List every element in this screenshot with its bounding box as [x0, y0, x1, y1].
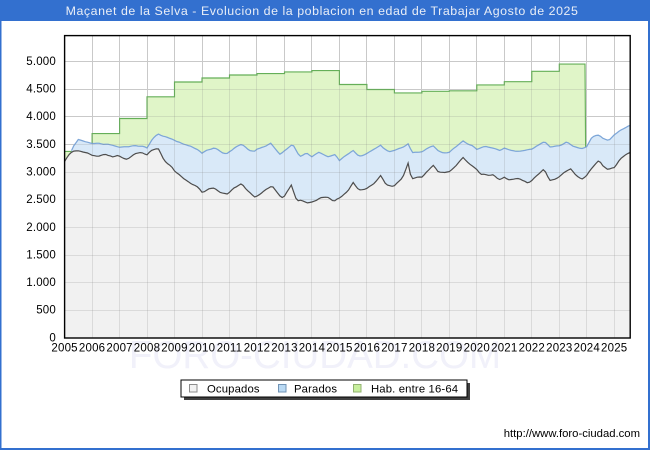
svg-text:2009: 2009: [161, 342, 187, 354]
svg-text:Maçanet de la Selva - Evolucio: Maçanet de la Selva - Evolucion de la po…: [66, 4, 579, 18]
svg-text:2010: 2010: [189, 342, 215, 354]
svg-text:2005: 2005: [51, 342, 77, 354]
svg-text:4.500: 4.500: [26, 83, 56, 95]
svg-text:2019: 2019: [436, 342, 462, 354]
svg-text:5.000: 5.000: [26, 56, 56, 68]
svg-text:2007: 2007: [106, 342, 132, 354]
svg-text:2.000: 2.000: [26, 222, 56, 234]
svg-text:2022: 2022: [519, 342, 545, 354]
svg-text:2016: 2016: [354, 342, 380, 354]
svg-text:2025: 2025: [601, 342, 627, 354]
svg-text:2013: 2013: [271, 342, 297, 354]
svg-text:4.000: 4.000: [26, 111, 56, 123]
svg-text:2023: 2023: [546, 342, 572, 354]
svg-text:2020: 2020: [464, 342, 490, 354]
svg-text:2024: 2024: [574, 342, 601, 354]
svg-text:Hab. entre 16-64: Hab. entre 16-64: [371, 383, 458, 395]
svg-text:http://www.foro-ciudad.com: http://www.foro-ciudad.com: [504, 428, 640, 440]
svg-text:2017: 2017: [381, 342, 407, 354]
svg-text:Parados: Parados: [294, 383, 337, 395]
svg-text:2015: 2015: [326, 342, 352, 354]
svg-text:Ocupados: Ocupados: [207, 383, 260, 395]
svg-text:2012: 2012: [244, 342, 270, 354]
svg-text:2011: 2011: [217, 342, 243, 354]
svg-text:2.500: 2.500: [26, 194, 56, 206]
svg-text:2021: 2021: [491, 342, 517, 354]
svg-text:1.000: 1.000: [26, 277, 56, 289]
svg-text:2014: 2014: [299, 342, 326, 354]
svg-text:3.000: 3.000: [26, 166, 56, 178]
svg-text:2006: 2006: [79, 342, 105, 354]
svg-text:2018: 2018: [409, 342, 435, 354]
svg-text:3.500: 3.500: [26, 139, 56, 151]
svg-text:2008: 2008: [134, 342, 160, 354]
svg-text:500: 500: [36, 305, 56, 317]
svg-text:0: 0: [49, 332, 56, 344]
svg-text:1.500: 1.500: [26, 249, 56, 261]
svg-text:FORO-CIUDAD.COM: FORO-CIUDAD.COM: [129, 334, 501, 377]
